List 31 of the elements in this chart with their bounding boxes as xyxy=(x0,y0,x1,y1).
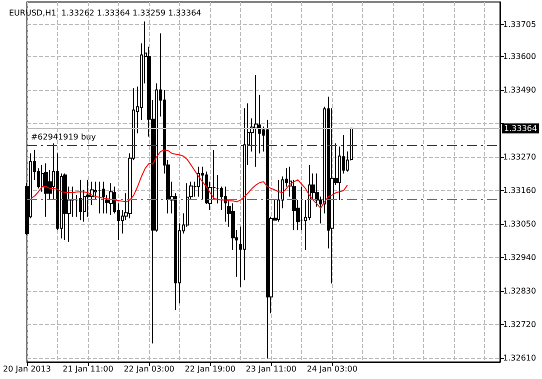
y-tick-label: 1.33705 xyxy=(503,20,536,30)
candlestick xyxy=(79,179,82,221)
candlestick xyxy=(109,182,113,216)
y-tick-label: 1.33160 xyxy=(503,186,536,196)
y-tick-label: 1.32940 xyxy=(503,253,536,262)
x-tick-label: 23 Jan 11:00 xyxy=(246,364,296,374)
ref-line-label: 1.33364 xyxy=(504,124,538,133)
ref-line-label: #62941919 buy xyxy=(30,132,96,142)
y-tick-label: 1.33490 xyxy=(503,86,536,95)
y-tick-label: 1.33600 xyxy=(503,52,536,62)
x-tick-label: 22 Jan 03:00 xyxy=(124,364,174,374)
candlestick xyxy=(63,172,67,240)
candlestick xyxy=(277,179,280,222)
candlestick xyxy=(266,119,269,359)
candlestick xyxy=(102,181,105,214)
y-tick-label: 1.33050 xyxy=(503,220,536,229)
candlestick xyxy=(86,179,90,218)
candlestick xyxy=(44,162,48,218)
candlestick xyxy=(98,181,101,214)
y-tick-label: 1.32720 xyxy=(503,320,536,330)
x-tick-label: 20 Jan 2013 xyxy=(2,364,51,374)
x-tick-label: 22 Jan 19:00 xyxy=(184,364,236,374)
y-tick-label: 1.32830 xyxy=(503,286,536,296)
candlestick xyxy=(197,166,200,198)
x-tick-label: 24 Jan 03:00 xyxy=(306,364,358,374)
candlestick xyxy=(201,166,204,200)
x-tick-label: 21 Jan 11:00 xyxy=(62,364,114,374)
y-tick-label: 1.32610 xyxy=(503,354,536,363)
candlestick xyxy=(254,74,258,168)
line-series xyxy=(30,150,348,209)
y-tick-label: 1.33270 xyxy=(503,152,536,162)
